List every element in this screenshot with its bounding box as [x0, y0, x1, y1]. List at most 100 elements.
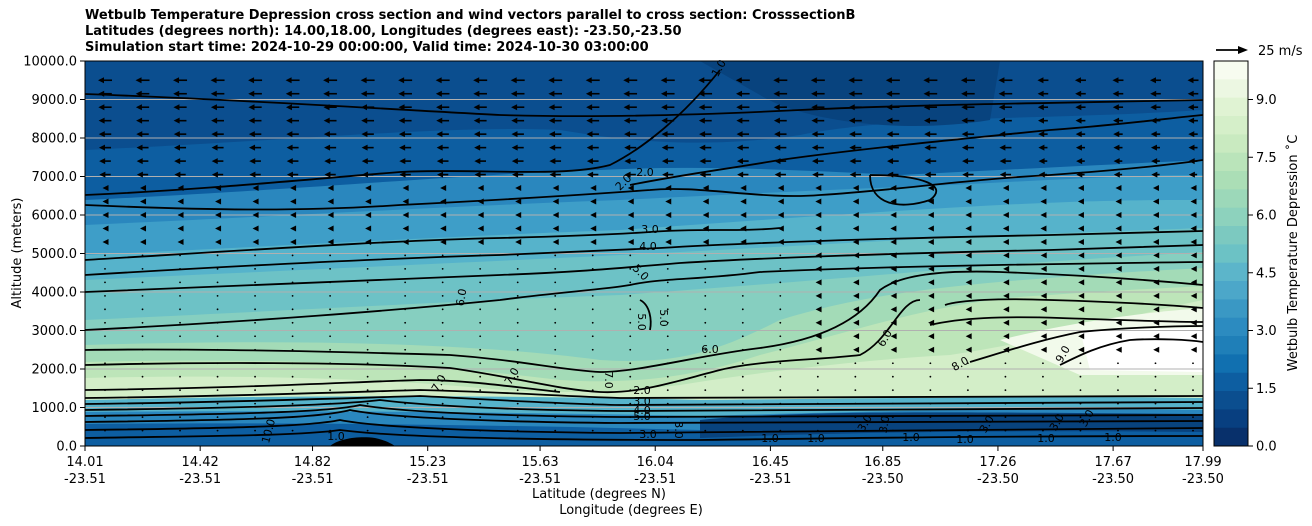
wind-vector — [216, 294, 219, 297]
contour-label: 3.0 — [641, 223, 659, 236]
wind-vector — [141, 416, 144, 419]
wind-vector — [554, 335, 557, 338]
wind-vector — [927, 212, 934, 218]
wind-vector — [323, 131, 337, 138]
wind-vector — [552, 198, 559, 205]
contour-line — [85, 409, 1203, 424]
wind-vector — [929, 362, 932, 365]
wind-vector — [965, 238, 972, 245]
wind-vector — [285, 77, 300, 84]
wind-vector — [779, 294, 782, 297]
wind-vector — [1037, 90, 1049, 97]
wind-vector — [704, 281, 707, 284]
wind-vector — [404, 335, 407, 338]
contour-label: 2.0 — [633, 384, 651, 397]
chart-title: Wetbulb Temperature Depression cross sec… — [85, 8, 855, 56]
wind-vector — [323, 117, 337, 124]
wind-vector — [1192, 429, 1194, 432]
colorbar-band — [1214, 152, 1248, 171]
y-axis: 0.0 1000.0 2000.0 3000.0 4000.0 5000.0 6000.0 7… — [23, 55, 85, 455]
wind-vector — [360, 90, 375, 97]
wind-vector — [141, 254, 144, 257]
wind-vector — [104, 321, 106, 324]
wind-vector — [854, 375, 857, 378]
wind-vector — [1077, 225, 1084, 232]
wind-vector — [928, 292, 935, 299]
wind-vector — [179, 308, 181, 311]
wind-vector — [702, 198, 709, 205]
wind-vector — [704, 308, 707, 311]
contour-line — [85, 230, 1203, 276]
wind-vector — [853, 252, 860, 259]
quiver-key-arrowhead — [1238, 46, 1248, 54]
colorbar-band — [1214, 409, 1248, 428]
wind-vector — [853, 333, 860, 340]
wind-vector — [811, 131, 825, 138]
wind-vector — [1153, 319, 1160, 326]
wind-vector — [890, 279, 897, 286]
wind-vector — [890, 252, 897, 259]
wind-vector — [704, 416, 707, 419]
wind-vector — [1192, 375, 1194, 378]
wind-vector — [698, 90, 713, 97]
wind-vector — [927, 238, 934, 245]
wind-vector — [1188, 117, 1198, 124]
wind-vector — [666, 402, 669, 405]
wind-vector — [291, 268, 294, 270]
wind-vector — [1038, 131, 1048, 138]
wind-vector — [173, 104, 187, 111]
wind-vector — [966, 429, 969, 432]
contour-label: 3.0 — [877, 415, 893, 434]
wind-vector — [361, 171, 374, 178]
wind-vector — [441, 348, 444, 351]
wind-vector — [1190, 198, 1197, 205]
wind-vector — [629, 362, 632, 365]
wind-vector — [1113, 171, 1123, 178]
wind-vector — [848, 77, 863, 84]
wind-vector — [1002, 185, 1009, 192]
wind-vector — [477, 212, 484, 218]
colorbar-tick-label: 7.5 — [1256, 151, 1277, 166]
wind-vector — [1040, 279, 1047, 286]
wind-vector — [554, 416, 557, 419]
wind-vector — [548, 77, 563, 84]
wind-vector — [928, 319, 935, 326]
wind-vector — [665, 225, 672, 232]
wind-vector — [254, 281, 256, 284]
colorbar-band — [1214, 116, 1248, 135]
colorbar-band — [1214, 189, 1248, 208]
wind-vector — [216, 335, 219, 338]
contour-label: 5.0 — [657, 309, 670, 327]
wind-vector — [586, 158, 599, 165]
wind-vector — [591, 281, 594, 284]
wind-vector — [740, 225, 747, 232]
wind-vector — [779, 335, 782, 338]
wind-vector — [361, 104, 375, 111]
wind-vector — [216, 268, 219, 270]
wind-vector — [928, 333, 935, 340]
wind-vector — [1042, 429, 1044, 432]
wind-vector — [1076, 171, 1085, 178]
wind-vector — [662, 171, 674, 178]
wind-vector — [965, 198, 972, 205]
wind-vector — [441, 294, 444, 297]
wind-vector — [254, 389, 256, 392]
wind-vector — [1079, 416, 1082, 419]
x-tick-label-lat: 17.67 — [1095, 455, 1132, 470]
x-tick-label-lon: -23.50 — [977, 472, 1019, 487]
wind-vector — [215, 185, 222, 192]
wind-vector — [811, 104, 825, 111]
wind-vector — [740, 212, 747, 218]
wind-vector — [853, 306, 860, 313]
wind-vector — [629, 335, 632, 338]
wind-vector — [329, 416, 332, 419]
wind-vector — [740, 238, 747, 245]
wind-vector — [365, 238, 372, 245]
wind-vector — [1077, 212, 1084, 218]
wind-vector — [141, 362, 144, 365]
contour-label: 6.0 — [454, 288, 470, 307]
wind-vector — [1187, 104, 1199, 111]
wind-vector — [928, 279, 935, 286]
wind-vector — [1040, 346, 1047, 353]
x-axis-label-lat: Latitude (degrees N) — [532, 487, 666, 502]
